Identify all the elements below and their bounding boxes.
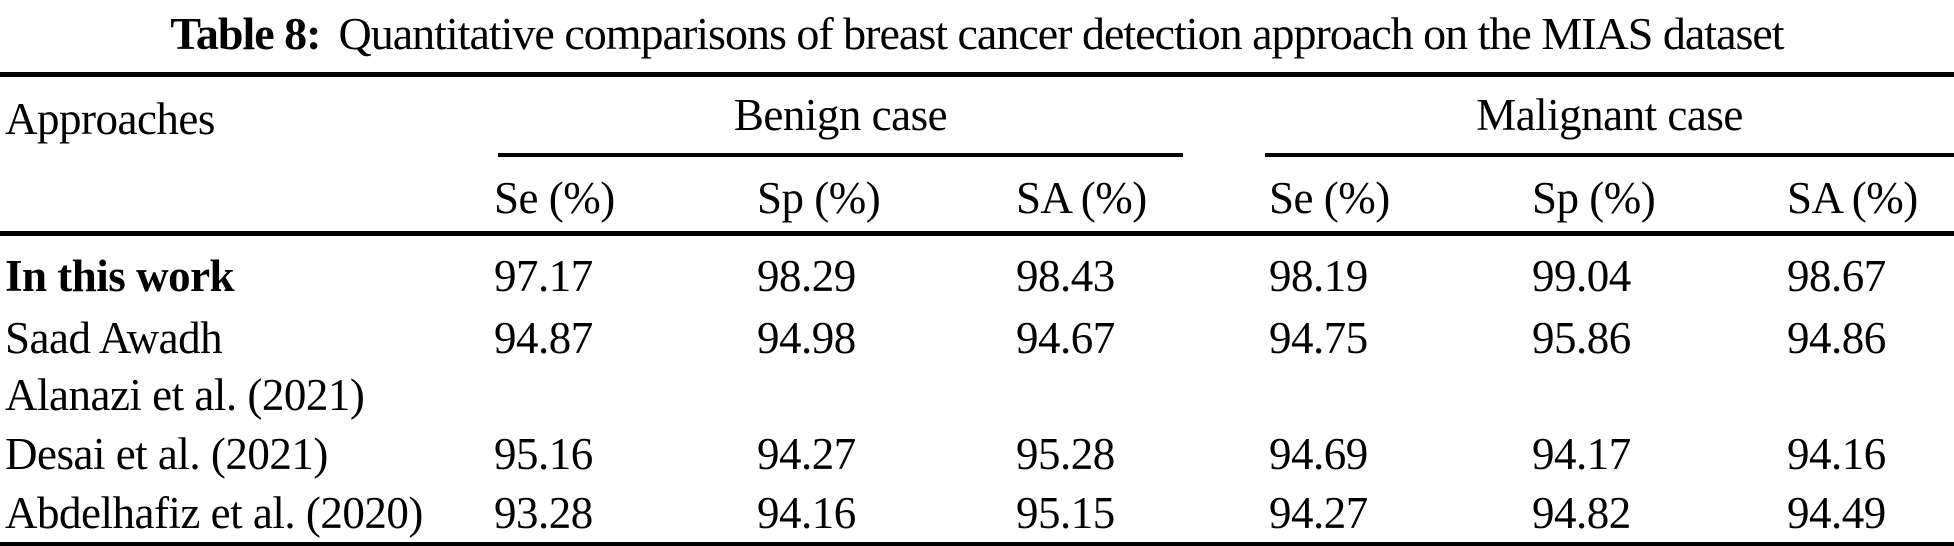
cell-value: 94.49 [1787,487,1886,538]
cell-value: 98.67 [1787,251,1886,301]
table-caption-number: Table 8: [170,8,321,59]
cell-value: 94.16 [1787,428,1886,479]
cell-value: 94.87 [494,312,593,363]
approach-name-line1: Saad Awadh [5,312,223,363]
approach-name: Desai et al. (2021) [5,428,328,479]
cell-value: 99.04 [1532,251,1631,301]
cell-value: 94.86 [1787,312,1886,363]
group-header-malignant: Malignant case [1265,75,1954,158]
table-row: In this work 97.17 98.29 98.43 98.19 99.… [0,234,1954,308]
cell-value: 95.86 [1532,312,1631,363]
header-group-row: Approaches Benign case Malignant case [0,74,1954,236]
cell-value: 98.29 [757,251,856,301]
col-header-approaches: Approaches [0,74,490,236]
cell-value: 94.69 [1269,428,1368,479]
approach-name: Saad Awadh Alanazi et al. (2021) [0,308,490,424]
col-header-sp-benign: Sp (%) [753,157,1012,236]
group-header-benign: Benign case [490,75,1265,158]
group-header-malignant-label: Malignant case [1476,90,1743,140]
cell-value: 94.75 [1269,312,1368,363]
cell-value: 97.17 [494,251,593,301]
table-row: Saad Awadh Alanazi et al. (2021) 94.87 9… [0,308,1954,424]
approach-name: In this work [5,251,235,301]
group-header-benign-label: Benign case [733,90,948,140]
cell-value: 94.27 [757,428,856,479]
cell-value: 94.27 [1269,487,1368,538]
comparison-table: Approaches Benign case Malignant case Se… [0,72,1954,546]
table-caption-text: Quantitative comparisons of breast cance… [338,8,1784,59]
cell-value: 95.28 [1016,428,1115,479]
cell-value: 94.17 [1532,428,1631,479]
approach-name: Abdelhafiz et al. (2020) [5,487,423,538]
cell-value: 94.16 [757,487,856,538]
cell-value: 94.67 [1016,312,1115,363]
cell-value: 98.43 [1016,251,1115,301]
cell-value: 95.16 [494,428,593,479]
table-row: Abdelhafiz et al. (2020) 93.28 94.16 95.… [0,483,1954,545]
col-header-se-malignant: Se (%) [1265,157,1528,236]
cell-value: 95.15 [1016,487,1115,538]
header-subrow: Se (%) Sp (%) SA (%) Se (%) Sp (%) SA (%… [0,157,1954,236]
cell-value: 94.82 [1532,487,1631,538]
table-caption: Table 8: Quantitative comparisons of brea… [0,0,1954,72]
col-header-sa-malignant: SA (%) [1783,157,1954,236]
approach-name-line2: Alanazi et al. (2021) [5,369,365,420]
malignant-cmidrule [1265,153,1954,157]
cell-value: 98.19 [1269,251,1368,301]
col-header-sp-malignant: Sp (%) [1528,157,1783,236]
table-row: Desai et al. (2021) 95.16 94.27 95.28 94… [0,424,1954,483]
cell-value: 93.28 [494,487,593,538]
benign-cmidrule [498,153,1183,157]
col-header-sa-benign: SA (%) [1012,157,1265,236]
col-header-se-benign: Se (%) [490,157,753,236]
cell-value: 94.98 [757,312,856,363]
